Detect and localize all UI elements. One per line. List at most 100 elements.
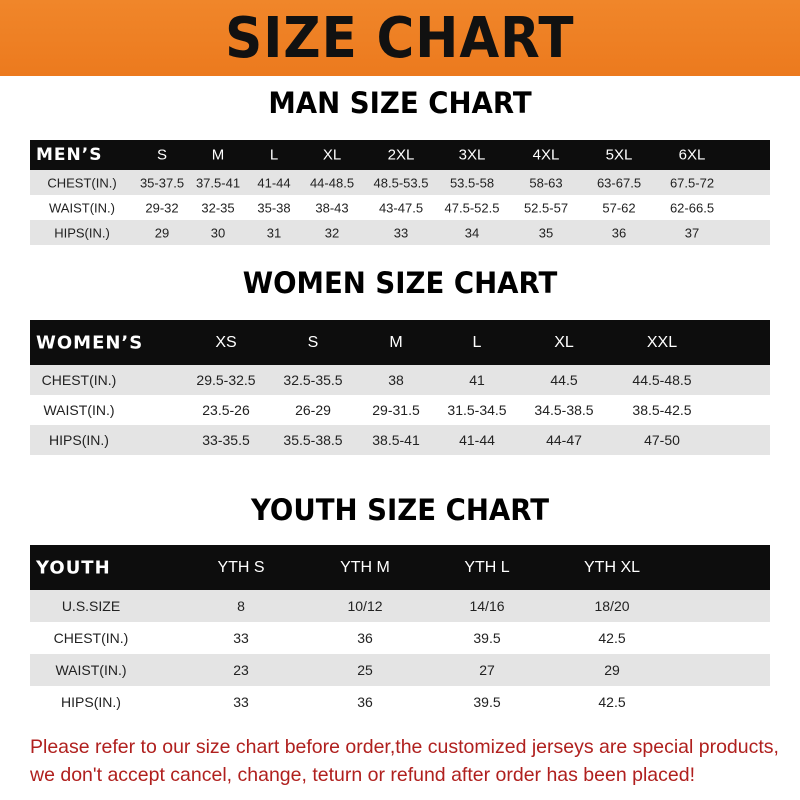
measurement-cell: 57-62 bbox=[602, 200, 636, 215]
measurement-cell: 41 bbox=[469, 372, 485, 388]
size-header-cell: L bbox=[269, 146, 279, 164]
measurement-cell: 47.5-52.5 bbox=[444, 200, 500, 215]
measurement-cell: 58-63 bbox=[529, 175, 563, 190]
measurement-cell: 33 bbox=[233, 630, 249, 646]
measurement-cell: 23.5-26 bbox=[202, 402, 250, 418]
table-row: CHEST(IN.) 35-37.5 37.5-41 41-44 44-48.5 48.5… bbox=[30, 170, 770, 195]
measurement-cell: 32.5-35.5 bbox=[283, 372, 343, 388]
men-size-table: MEN’S S M L XL 2XL 3XL 4XL 5XL 6XL CHEST(IN.) 35-37… bbox=[30, 140, 770, 245]
measurement-cell: 14/16 bbox=[469, 598, 505, 614]
measurement-cell: 44.5 bbox=[550, 372, 578, 388]
size-header-cell: L bbox=[472, 333, 482, 351]
table-title-cell: YOUTH bbox=[36, 557, 111, 578]
size-header-cell: M bbox=[389, 333, 403, 351]
size-header-cell: YTH L bbox=[464, 558, 510, 576]
table-header-row: WOMEN’S XS S M L XL XXL bbox=[30, 320, 770, 365]
measurement-cell: 27 bbox=[479, 662, 495, 678]
row-label: CHEST(IN.) bbox=[53, 630, 129, 646]
row-label: HIPS(IN.) bbox=[61, 694, 121, 710]
measurement-cell: 33 bbox=[393, 225, 409, 240]
youth-size-table: YOUTH YTH S YTH M YTH L YTH XL U.S.SIZE 8 10/12… bbox=[30, 545, 770, 718]
measurement-cell: 41-44 bbox=[459, 432, 495, 448]
row-label: WAIST(IN.) bbox=[49, 200, 115, 215]
measurement-cell: 39.5 bbox=[473, 694, 501, 710]
measurement-cell: 63-67.5 bbox=[596, 175, 642, 190]
table-row: WAIST(IN.) 23 25 27 29 bbox=[30, 654, 770, 686]
measurement-cell: 36 bbox=[611, 225, 627, 240]
measurement-cell: 10/12 bbox=[347, 598, 383, 614]
measurement-cell: 39.5 bbox=[473, 630, 501, 646]
women-size-table: WOMEN’S XS S M L XL XXL CHEST(IN.) 29.5-32.5 32.5… bbox=[30, 320, 770, 455]
table-row: HIPS(IN.) 29 30 31 32 33 34 35 36 37 bbox=[30, 220, 770, 245]
measurement-cell: 34 bbox=[464, 225, 480, 240]
measurement-cell: 32 bbox=[324, 225, 340, 240]
measurement-cell: 48.5-53.5 bbox=[373, 175, 429, 190]
measurement-cell: 38-43 bbox=[315, 200, 349, 215]
notice-line-2: we don't accept cancel, change, teturn o… bbox=[30, 764, 695, 786]
size-header-cell: S bbox=[156, 146, 168, 164]
measurement-cell: 36 bbox=[357, 630, 373, 646]
measurement-cell: 43-47.5 bbox=[378, 200, 424, 215]
measurement-cell: 38.5-41 bbox=[372, 432, 420, 448]
measurement-cell: 33 bbox=[233, 694, 249, 710]
measurement-cell: 47-50 bbox=[644, 432, 680, 448]
row-label: CHEST(IN.) bbox=[47, 175, 117, 190]
measurement-cell: 33-35.5 bbox=[202, 432, 250, 448]
order-notice: Please refer to our size chart before or… bbox=[30, 733, 790, 789]
measurement-cell: 29 bbox=[154, 225, 170, 240]
size-header-cell: 2XL bbox=[387, 146, 415, 164]
measurement-cell: 67.5-72 bbox=[669, 175, 715, 190]
measurement-cell: 44-47 bbox=[546, 432, 582, 448]
measurement-cell: 29 bbox=[604, 662, 620, 678]
size-header-cell: 5XL bbox=[605, 146, 633, 164]
measurement-cell: 8 bbox=[237, 598, 245, 614]
row-label: U.S.SIZE bbox=[61, 598, 121, 614]
measurement-cell: 38.5-42.5 bbox=[632, 402, 692, 418]
table-title-cell: WOMEN’S bbox=[36, 332, 144, 353]
measurement-cell: 25 bbox=[357, 662, 373, 678]
row-label: HIPS(IN.) bbox=[49, 432, 109, 448]
measurement-cell: 23 bbox=[233, 662, 249, 678]
table-row: U.S.SIZE 8 10/12 14/16 18/20 bbox=[30, 590, 770, 622]
measurement-cell: 29-32 bbox=[145, 200, 179, 215]
measurement-cell: 31.5-34.5 bbox=[447, 402, 507, 418]
measurement-cell: 35.5-38.5 bbox=[283, 432, 343, 448]
men-section-title: MAN SIZE CHART bbox=[268, 86, 532, 120]
measurement-cell: 29-31.5 bbox=[372, 402, 420, 418]
size-header-cell: YTH XL bbox=[583, 558, 641, 576]
size-chart-banner: SIZE CHART bbox=[0, 0, 800, 76]
measurement-cell: 38 bbox=[388, 372, 404, 388]
measurement-cell: 42.5 bbox=[598, 694, 626, 710]
measurement-cell: 18/20 bbox=[594, 598, 630, 614]
size-header-cell: M bbox=[211, 146, 225, 164]
size-header-cell: 4XL bbox=[532, 146, 560, 164]
row-label: WAIST(IN.) bbox=[43, 402, 115, 418]
table-row: HIPS(IN.) 33 36 39.5 42.5 bbox=[30, 686, 770, 718]
measurement-cell: 37 bbox=[684, 225, 700, 240]
row-label: CHEST(IN.) bbox=[41, 372, 117, 388]
size-header-cell: YTH S bbox=[217, 558, 265, 576]
measurement-cell: 32-35 bbox=[201, 200, 235, 215]
size-header-cell: XXL bbox=[646, 333, 678, 351]
measurement-cell: 35-38 bbox=[257, 200, 291, 215]
size-header-cell: XL bbox=[322, 146, 342, 164]
size-header-cell: S bbox=[307, 333, 319, 351]
table-header-row: MEN’S S M L XL 2XL 3XL 4XL 5XL 6XL bbox=[30, 140, 770, 170]
table-row: HIPS(IN.) 33-35.5 35.5-38.5 38.5-41 41-44 44-… bbox=[30, 425, 770, 455]
row-label: HIPS(IN.) bbox=[54, 225, 110, 240]
measurement-cell: 52.5-57 bbox=[523, 200, 569, 215]
table-row: WAIST(IN.) 29-32 32-35 35-38 38-43 43-47.5 47.… bbox=[30, 195, 770, 220]
measurement-cell: 37.5-41 bbox=[195, 175, 241, 190]
size-header-cell: YTH M bbox=[340, 558, 390, 576]
size-header-cell: XL bbox=[554, 333, 574, 351]
size-header-cell: 3XL bbox=[458, 146, 486, 164]
measurement-cell: 26-29 bbox=[295, 402, 331, 418]
youth-section-title: YOUTH SIZE CHART bbox=[250, 493, 550, 527]
table-title-cell: MEN’S bbox=[36, 145, 103, 165]
measurement-cell: 35 bbox=[538, 225, 554, 240]
row-label: WAIST(IN.) bbox=[55, 662, 127, 678]
table-row: CHEST(IN.) 29.5-32.5 32.5-35.5 38 41 44.5 44.5… bbox=[30, 365, 770, 395]
measurement-cell: 31 bbox=[266, 225, 282, 240]
banner-title: SIZE CHART bbox=[225, 5, 575, 71]
notice-line-1: Please refer to our size chart before or… bbox=[30, 736, 779, 758]
